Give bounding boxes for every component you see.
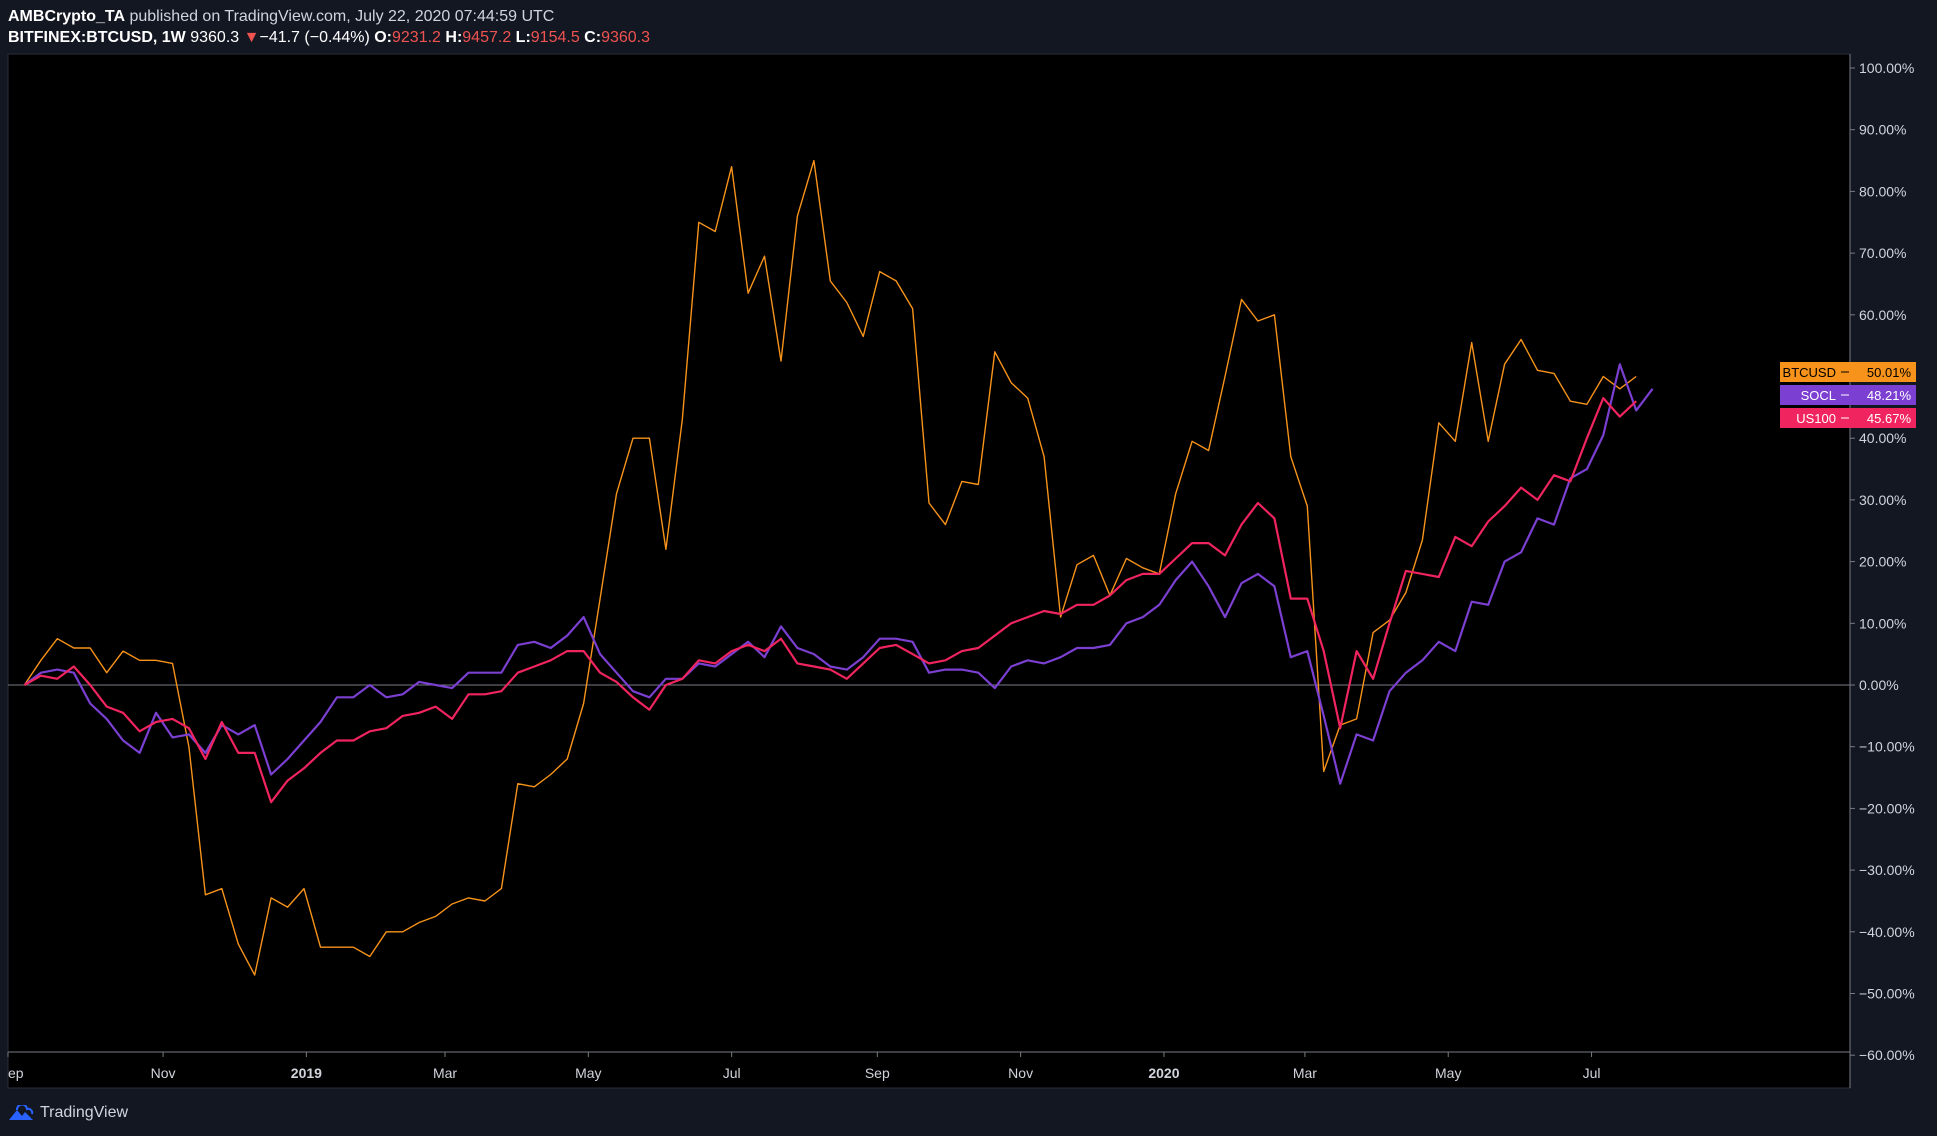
- tradingview-brand[interactable]: TradingView: [40, 1104, 129, 1121]
- tag-name-bg: [1780, 362, 1781, 382]
- close-value: 9360.3: [601, 29, 650, 46]
- plot-background: [8, 54, 1850, 1088]
- x-tick-label: May: [1435, 1065, 1461, 1081]
- open-label: O:: [374, 29, 392, 46]
- low-value: 9154.5: [530, 29, 580, 46]
- y-tick-label: −30.00%: [1859, 862, 1915, 878]
- tag-name-bg: [1780, 408, 1781, 428]
- y-tick-label: 100.00%: [1859, 60, 1914, 76]
- y-tick-label: 0.00%: [1859, 677, 1899, 693]
- x-tick-label: Nov: [151, 1065, 176, 1081]
- y-tick-label: −10.00%: [1859, 739, 1915, 755]
- tag-us100: US100 45.67%: [1780, 408, 1916, 428]
- y-tick-label: 20.00%: [1859, 554, 1906, 570]
- x-tick-label: Mar: [433, 1065, 457, 1081]
- price-axis[interactable]: 100.00%90.00%80.00%70.00%60.00%50.00%40.…: [1850, 60, 1915, 1063]
- down-arrow-icon: ▼: [243, 29, 260, 46]
- y-tick-label: 30.00%: [1859, 492, 1906, 508]
- footer: TradingView: [8, 1100, 128, 1126]
- y-tick-label: 80.00%: [1859, 183, 1906, 199]
- tag-socl: SOCL 48.21%: [1780, 385, 1916, 405]
- y-tick-label: 40.00%: [1859, 430, 1906, 446]
- published-text: published on TradingView.com, July 22, 2…: [129, 8, 555, 25]
- x-tick-label: Sep: [865, 1065, 890, 1081]
- open-value: 9231.2: [392, 29, 441, 46]
- x-tick-label: May: [575, 1065, 601, 1081]
- high-value: 9457.2: [462, 29, 512, 46]
- tag-btcusd: BTCUSD 50.01%: [1780, 362, 1916, 382]
- y-tick-label: 60.00%: [1859, 307, 1906, 323]
- x-tick-label: Jul: [723, 1065, 741, 1081]
- series-group: [23, 159, 1654, 976]
- series-line-btcusd[interactable]: [23, 159, 1637, 976]
- x-tick-label: 2019: [291, 1065, 322, 1081]
- tag-series-name: SOCL: [1801, 388, 1836, 403]
- high-label: H:: [445, 29, 463, 46]
- symbol-label[interactable]: BITFINEX:BTCUSD, 1W: [8, 29, 186, 46]
- tradingview-logo-icon[interactable]: [8, 1105, 34, 1121]
- y-tick-label: 10.00%: [1859, 615, 1906, 631]
- x-tick-label: Jul: [1583, 1065, 1601, 1081]
- last-value-tags: BTCUSD 50.01% SOCL 48.21% US100 45.67%: [1780, 362, 1916, 428]
- price-change: −41.7 (−0.44%): [259, 29, 370, 46]
- y-tick-label: −60.00%: [1859, 1047, 1915, 1063]
- tag-last-value: 48.21%: [1867, 388, 1912, 403]
- tag-last-value: 50.01%: [1867, 365, 1912, 380]
- x-tick-label: ep: [8, 1065, 24, 1081]
- x-tick-label: Mar: [1293, 1065, 1317, 1081]
- close-label: C:: [584, 29, 602, 46]
- x-tick-label: 2020: [1148, 1065, 1179, 1081]
- time-axis[interactable]: ep Nov 2019 Mar May Jul Sep Nov 2020 Mar May Jul: [7, 1052, 1601, 1081]
- y-tick-label: −40.00%: [1859, 924, 1915, 940]
- last-price: 9360.3: [190, 29, 240, 46]
- tag-series-name: BTCUSD: [1783, 365, 1836, 380]
- publish-info: AMBCrypto_TA published on TradingView.co…: [8, 6, 650, 27]
- chart-header: AMBCrypto_TA published on TradingView.co…: [8, 6, 650, 48]
- tag-series-name: US100: [1796, 411, 1836, 426]
- low-label: L:: [515, 29, 531, 46]
- symbol-info: BITFINEX:BTCUSD, 1W 9360.3 ▼−41.7 (−0.44…: [8, 27, 650, 48]
- series-line-socl[interactable]: [23, 363, 1654, 785]
- tag-last-value: 45.67%: [1867, 411, 1912, 426]
- author-name[interactable]: AMBCrypto_TA: [8, 8, 126, 25]
- tag-name-bg: [1780, 385, 1781, 405]
- y-tick-label: −20.00%: [1859, 800, 1915, 816]
- y-tick-label: 90.00%: [1859, 122, 1906, 138]
- y-tick-label: −50.00%: [1859, 986, 1915, 1002]
- y-tick-label: 70.00%: [1859, 245, 1906, 261]
- x-tick-label: Nov: [1008, 1065, 1033, 1081]
- series-line-us100[interactable]: [23, 397, 1637, 804]
